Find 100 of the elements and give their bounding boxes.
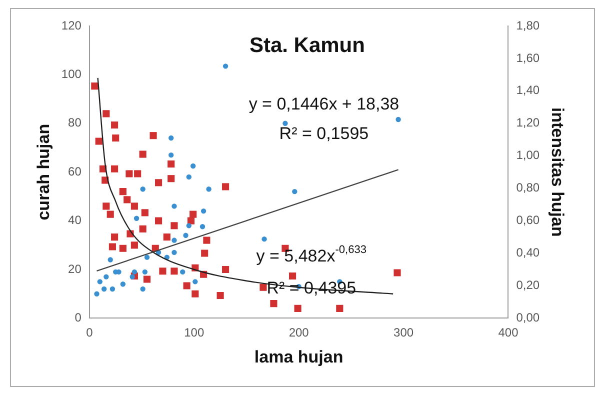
point (91, 82, 98, 90)
point (144, 254, 150, 260)
point (260, 284, 267, 291)
chart-title: Sta. Kamun (249, 34, 365, 57)
point (170, 222, 178, 230)
point (180, 269, 186, 275)
point (187, 217, 195, 224)
point (111, 121, 118, 129)
point (282, 120, 288, 126)
y-tick-label: 100 (61, 67, 82, 82)
x-axis-title: lama hujan (254, 347, 344, 366)
point (183, 232, 188, 238)
point (222, 64, 228, 69)
y2-tick-label: 1,80 (516, 18, 540, 32)
point (190, 163, 196, 169)
point (106, 210, 114, 218)
point (192, 279, 198, 284)
point (139, 225, 146, 232)
point (111, 165, 118, 172)
point (130, 274, 135, 280)
y2-tick-label: 0,20 (516, 278, 540, 292)
point (200, 208, 206, 214)
point (172, 238, 177, 243)
y2-tick-label: 1,20 (516, 116, 540, 130)
y2-axis-title: intensitas hujan (548, 107, 568, 237)
point (140, 286, 146, 292)
annotation: y = 0,1446x + 18,38 (248, 94, 400, 114)
y2-tick-label: 0,00 (516, 310, 540, 325)
x-tick-label: 100 (184, 326, 204, 340)
y2-tick-label: 0,60 (516, 213, 540, 228)
point (168, 135, 174, 141)
point (292, 188, 298, 194)
y2-tick-label: 1,40 (516, 83, 540, 98)
point (140, 186, 146, 192)
point (124, 196, 131, 204)
point (143, 276, 151, 283)
point (201, 250, 208, 257)
point (294, 304, 302, 312)
point (101, 286, 107, 292)
point (104, 274, 109, 280)
point (190, 210, 197, 218)
point (110, 286, 116, 292)
point (126, 170, 133, 178)
point (150, 132, 157, 140)
point (94, 291, 100, 296)
point (170, 268, 178, 275)
point (119, 188, 126, 196)
y-tick-label: 40 (68, 213, 82, 228)
point (186, 174, 192, 180)
x-tick-label: 400 (498, 326, 519, 340)
point (154, 179, 162, 186)
y2-tick-label: 1,00 (516, 148, 540, 162)
point (183, 282, 190, 290)
point (216, 292, 224, 300)
point (270, 300, 278, 308)
y2-tick-label: 0,80 (516, 180, 540, 195)
point (132, 269, 138, 275)
point (112, 134, 120, 142)
point (186, 223, 192, 228)
point (134, 216, 140, 221)
point (97, 279, 102, 284)
point (206, 186, 212, 192)
y-tick-label: 120 (61, 18, 82, 32)
point (222, 266, 230, 274)
point (142, 269, 148, 275)
point (95, 138, 102, 145)
point (168, 175, 175, 182)
point (396, 116, 401, 122)
y-tick-label: 0 (74, 310, 82, 325)
y-tick-label: 20 (68, 262, 82, 276)
x-tick-label: 0 (86, 326, 94, 340)
point (102, 202, 110, 210)
point (141, 209, 148, 216)
point (119, 244, 126, 252)
point (159, 268, 166, 275)
point (139, 150, 146, 158)
point (168, 160, 175, 168)
point (222, 183, 230, 190)
point (111, 234, 118, 241)
point (120, 282, 126, 287)
point (108, 243, 116, 250)
point (108, 257, 113, 262)
point (134, 170, 142, 178)
annotation: R² = 0,1595 (279, 124, 369, 143)
point (336, 304, 344, 312)
point (394, 269, 401, 276)
point (130, 202, 138, 210)
point (163, 234, 170, 241)
y-axis-title: curah hujan (34, 124, 53, 220)
y-tick-label: 80 (68, 116, 82, 130)
y2-tick-label: 1,60 (516, 50, 540, 65)
x-tick-label: 300 (394, 326, 414, 340)
point (102, 110, 110, 118)
point (289, 272, 296, 280)
y-tick-label: 60 (68, 164, 82, 178)
point (203, 236, 210, 244)
point (130, 242, 138, 249)
point (154, 217, 162, 224)
y2-tick-label: 0,40 (516, 246, 540, 260)
point (192, 290, 199, 298)
